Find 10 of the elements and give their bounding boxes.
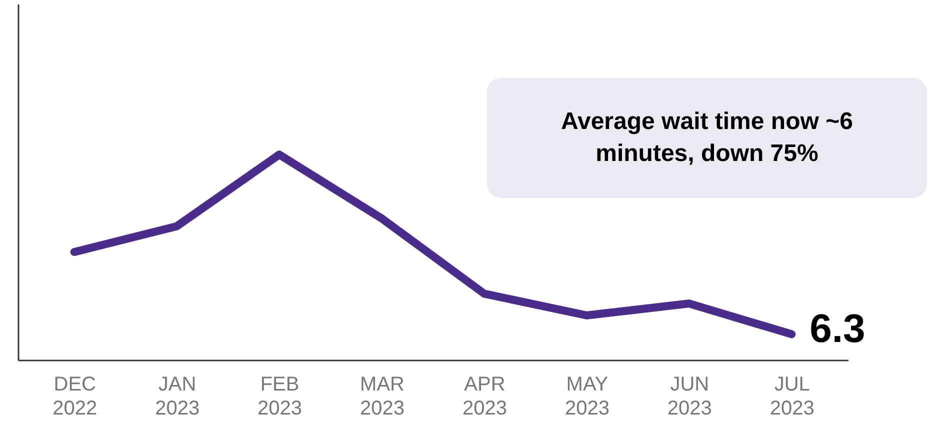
data-label: 6.3 <box>810 307 866 352</box>
x-tick-label: APR 2023 <box>462 374 507 420</box>
note-box: Average wait time now ~6 minutes, down 75% <box>487 78 927 198</box>
x-tick-label: JAN 2023 <box>155 374 200 420</box>
x-tick-label: DEC 2022 <box>52 374 98 420</box>
x-tick-label: MAR 2023 <box>360 374 405 420</box>
x-tick-label: JUN 2023 <box>667 374 712 420</box>
x-tick-label: MAY 2023 <box>564 374 610 420</box>
x-tick-label: FEB 2023 <box>258 374 302 420</box>
x-tick-label: JUL 2023 <box>770 374 814 420</box>
